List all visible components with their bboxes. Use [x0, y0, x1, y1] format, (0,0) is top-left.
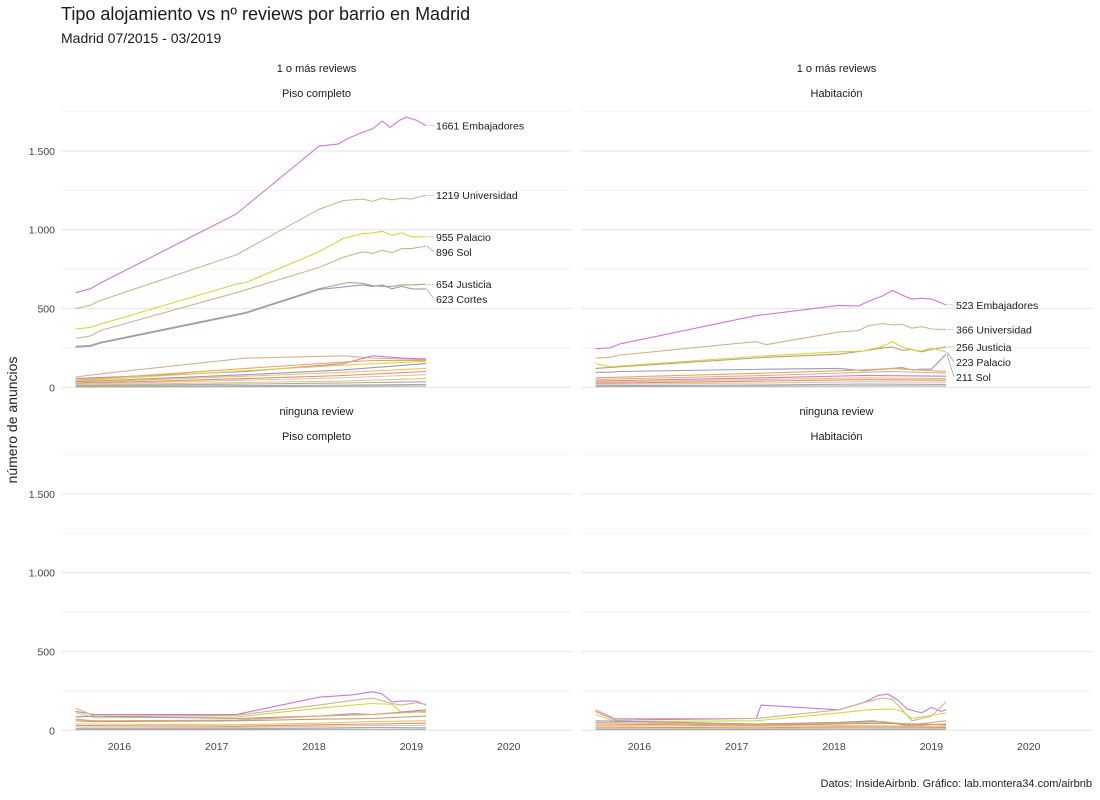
x-tick-label: 2019	[400, 741, 424, 753]
strip-label-room-type: Piso completo	[282, 88, 351, 100]
y-tick-label: 0	[49, 382, 55, 394]
chart-subtitle: Madrid 07/2015 - 03/2019	[61, 30, 222, 46]
series-line	[75, 385, 427, 388]
series-line	[595, 727, 947, 730]
series-line	[595, 341, 947, 368]
series-line	[75, 194, 427, 310]
series-line	[75, 383, 427, 388]
x-tick-label: 2018	[302, 741, 326, 753]
series-direct-label: 1661 Embajadores	[436, 121, 524, 133]
series-direct-label: 366 Universidad	[956, 325, 1032, 337]
y-tick-label: 1.500	[29, 146, 55, 158]
series-line	[595, 383, 947, 387]
strip-label-reviews: 1 o más reviews	[277, 63, 357, 75]
series-line	[75, 715, 427, 723]
label-leader-line	[946, 351, 955, 363]
x-tick-label: 2017	[205, 741, 229, 753]
x-tick-label: 2020	[497, 741, 521, 753]
label-leader-line	[426, 245, 435, 253]
strip-label-room-type: Habitación	[811, 88, 863, 100]
series-line	[75, 691, 427, 716]
series-line	[75, 720, 427, 726]
y-tick-label: 1.000	[29, 225, 55, 237]
series-line	[75, 363, 427, 383]
series-line	[595, 385, 947, 388]
series-line	[75, 116, 427, 294]
y-tick-label: 1.000	[29, 568, 55, 580]
series-line	[595, 381, 947, 385]
series-line	[75, 355, 427, 378]
series-line	[75, 726, 427, 730]
y-tick-label: 500	[37, 304, 55, 316]
strip-label-reviews: ninguna review	[280, 406, 354, 418]
series-line	[75, 359, 426, 381]
series-line	[75, 374, 427, 385]
series-line	[75, 281, 427, 347]
series-direct-label: 896 Sol	[436, 247, 472, 259]
series-line	[75, 722, 427, 727]
x-tick-label: 2016	[108, 741, 132, 753]
series-line	[595, 697, 947, 722]
series-direct-label: 623 Cortes	[436, 294, 487, 306]
series-line	[595, 722, 947, 727]
series-direct-label: 256 Justicia	[956, 342, 1012, 354]
x-tick-label: 2019	[920, 741, 944, 753]
series-line	[595, 726, 947, 729]
series-line	[75, 370, 427, 384]
series-line	[75, 230, 426, 330]
x-tick-label: 2020	[1017, 741, 1041, 753]
series-line	[595, 379, 947, 384]
x-tick-label: 2016	[628, 741, 652, 753]
strip-label-room-type: Piso completo	[282, 431, 351, 443]
series-line	[595, 370, 947, 380]
x-tick-label: 2017	[725, 741, 749, 753]
y-tick-label: 0	[49, 725, 55, 737]
label-leader-line	[426, 288, 435, 300]
label-leader-line	[946, 353, 955, 378]
y-tick-label: 1.500	[29, 489, 55, 501]
series-line	[75, 697, 427, 717]
x-tick-label: 2018	[822, 741, 846, 753]
series-direct-label: 955 Palacio	[436, 232, 491, 244]
series-line	[595, 377, 947, 383]
strip-label-room-type: Habitación	[811, 431, 863, 443]
series-line	[75, 284, 427, 348]
strip-label-reviews: 1 o más reviews	[797, 63, 877, 75]
series-line	[595, 367, 947, 379]
series-direct-label: 211 Sol	[956, 372, 991, 384]
series-direct-label: 1219 Universidad	[436, 190, 518, 202]
series-line	[595, 724, 947, 727]
series-direct-label: 223 Palacio	[956, 357, 1011, 369]
series-line	[595, 374, 947, 382]
chart-caption: Datos: InsideAirbnb. Gráfico: lab.monter…	[820, 778, 1092, 790]
series-line	[75, 381, 427, 387]
series-direct-label: 523 Embajadores	[956, 300, 1038, 312]
series-line	[75, 367, 427, 384]
y-tick-label: 500	[37, 647, 55, 659]
series-line	[75, 360, 427, 382]
series-line	[75, 245, 427, 339]
series-line	[595, 322, 947, 359]
series-line	[75, 724, 426, 728]
series-line	[75, 378, 427, 386]
series-line	[595, 693, 947, 721]
series-line	[595, 708, 947, 723]
series-direct-label: 654 Justicia	[436, 279, 492, 291]
series-line	[595, 346, 947, 369]
strip-label-reviews: ninguna review	[800, 406, 874, 418]
series-line	[595, 289, 947, 350]
chart-title: Tipo alojamiento vs nº reviews por barri…	[61, 4, 471, 24]
series-line	[75, 710, 427, 722]
